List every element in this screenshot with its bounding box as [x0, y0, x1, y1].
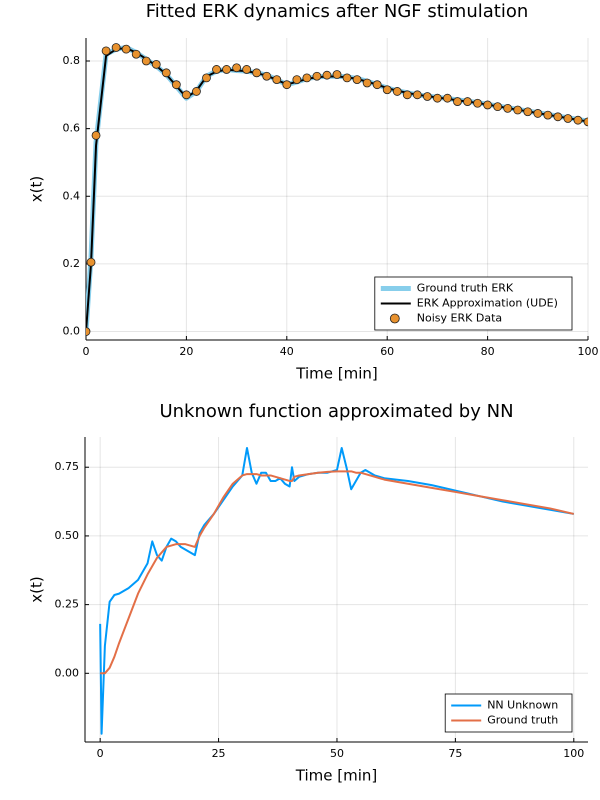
data-point [282, 80, 292, 90]
data-point [161, 68, 171, 78]
data-point [473, 98, 482, 108]
data-point [573, 115, 583, 125]
data-point [181, 90, 191, 100]
y-tick-label: 0.6 [63, 122, 81, 135]
series-line [99, 446, 574, 735]
data-point [192, 87, 201, 96]
data-point [483, 100, 493, 110]
data-point [503, 103, 513, 113]
data-point [262, 71, 272, 81]
y-tick-label: 0.4 [63, 189, 81, 202]
legend-box [444, 693, 573, 733]
series-line [100, 470, 575, 675]
series-line [86, 47, 588, 332]
data-point [151, 59, 161, 69]
y-tick-label: 0.25 [55, 598, 80, 611]
x-tick-label: 25 [212, 747, 226, 760]
data-point [533, 109, 543, 118]
chart-title: Unknown function approximated by NN [159, 401, 513, 422]
data-point [141, 56, 151, 66]
data-point [493, 102, 503, 112]
y-tick-label: 0.75 [55, 460, 80, 473]
x-tick-label: 0 [97, 747, 104, 760]
y-axis-label: x(t) [28, 576, 46, 602]
y-tick-label: 0.8 [63, 54, 81, 67]
data-point [322, 70, 332, 80]
data-point [272, 75, 282, 84]
data-point [362, 78, 372, 88]
data-point [463, 97, 472, 106]
legend-label: Ground truth [487, 714, 558, 727]
x-axis-label: Time [min] [295, 767, 377, 785]
data-point [86, 327, 91, 336]
legend-label: NN Unknown [487, 699, 558, 712]
data-point [332, 70, 342, 79]
y-axis-label: x(t) [28, 176, 46, 202]
data-point [292, 75, 302, 84]
data-point [121, 44, 131, 54]
plot-area [99, 446, 575, 735]
legend-label: Ground truth ERK [417, 282, 514, 295]
x-tick-label: 80 [481, 345, 495, 358]
data-point [553, 112, 563, 122]
data-point [111, 43, 121, 52]
data-point [222, 65, 231, 74]
data-point [212, 65, 221, 74]
data-point [432, 93, 442, 103]
y-tick-label: 0.2 [63, 257, 81, 270]
data-point [563, 114, 573, 123]
data-point [302, 73, 312, 83]
plot-area [86, 43, 588, 336]
y-tick-label: 0.00 [55, 666, 80, 679]
data-point [312, 71, 322, 81]
data-point [352, 75, 362, 84]
data-point [453, 97, 462, 106]
x-tick-label: 20 [179, 345, 193, 358]
data-point [91, 130, 101, 140]
data-point [382, 85, 392, 95]
data-point [422, 92, 432, 101]
data-point [402, 90, 412, 100]
x-tick-label: 60 [380, 345, 394, 358]
y-tick-label: 0.0 [63, 325, 81, 338]
y-tick-label: 0.50 [55, 529, 80, 542]
data-point [523, 107, 533, 117]
data-point [543, 110, 553, 120]
x-tick-label: 100 [563, 747, 584, 760]
data-point [372, 80, 382, 90]
data-point [131, 49, 141, 59]
data-point [101, 46, 111, 56]
data-point [171, 80, 181, 90]
legend-marker [389, 313, 400, 324]
data-point [392, 87, 402, 96]
x-tick-label: 50 [330, 747, 344, 760]
data-point [202, 73, 211, 83]
data-point [242, 65, 252, 74]
data-point [252, 68, 262, 78]
data-point [513, 105, 523, 115]
x-tick-label: 100 [578, 345, 599, 358]
data-point [342, 73, 352, 83]
chart-title: Fitted ERK dynamics after NGF stimulatio… [146, 1, 529, 22]
x-tick-label: 0 [83, 345, 90, 358]
legend-label: Noisy ERK Data [417, 312, 502, 325]
data-point [583, 117, 588, 127]
data-point [412, 90, 422, 100]
legend-label: ERK Approximation (UDE) [417, 297, 558, 310]
x-tick-label: 75 [448, 747, 462, 760]
data-point [86, 257, 96, 267]
data-point [443, 93, 452, 103]
x-axis-label: Time [min] [295, 365, 377, 383]
data-point [232, 63, 242, 73]
x-tick-label: 40 [280, 345, 294, 358]
